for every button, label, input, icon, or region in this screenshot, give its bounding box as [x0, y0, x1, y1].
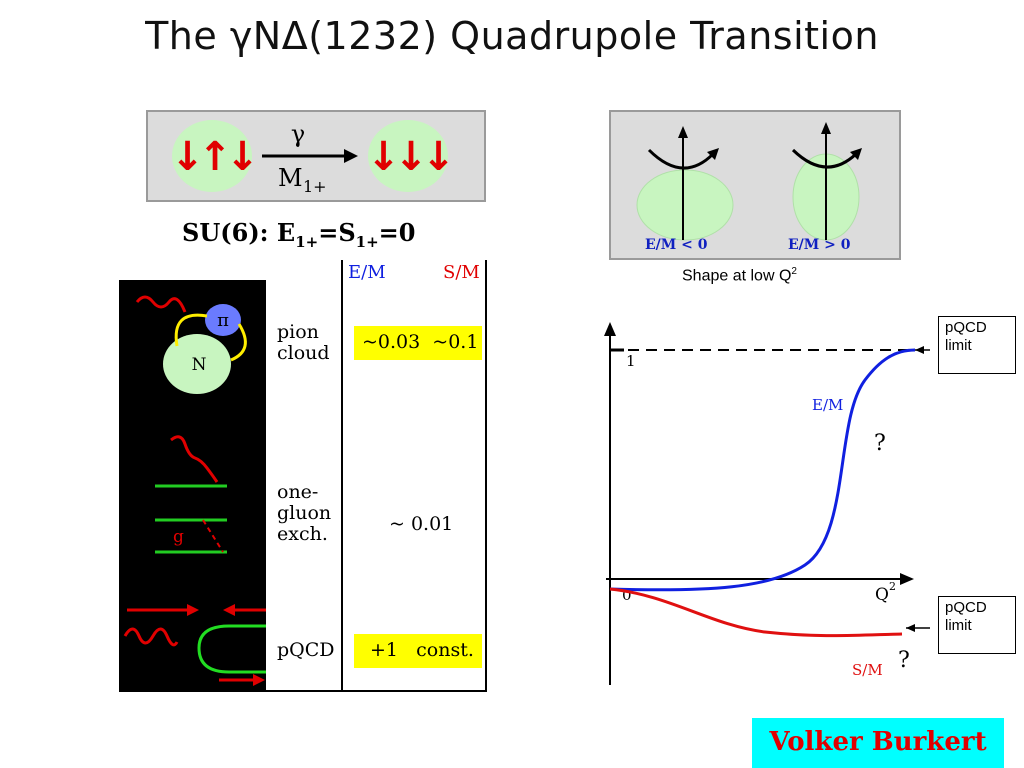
shape-caption-text: Shape at low Q — [682, 267, 792, 285]
su6-suffix: =0 — [378, 218, 416, 247]
su6-statement: SU(6): E1+=S1+=0 — [182, 218, 415, 251]
row-pion-value: ~0.03 ~0.1 — [362, 331, 479, 353]
shape-svg: E/M < 0 E/M > 0 — [636, 122, 862, 253]
row-pqcd-label: pQCD — [277, 639, 335, 661]
row-gluon-line1: one- — [277, 481, 319, 503]
row-gluon-label: one- gluon exch. — [277, 482, 331, 545]
ratio-table: E/M S/M pion cloud ~0.03 ~0.1 one- gluon… — [266, 260, 487, 692]
x-axis-label: Q — [875, 585, 889, 605]
photon-label: γ — [291, 120, 305, 148]
shape-diagram: E/M < 0 E/M > 0 — [609, 110, 901, 260]
right-shape-label: E/M > 0 — [788, 237, 851, 253]
y-axis-head — [604, 322, 616, 336]
su6-sub1: 1+ — [295, 232, 319, 251]
author-badge: Volker Burkert — [752, 718, 1004, 768]
row-gluon-value: ~ 0.01 — [389, 513, 454, 535]
left-rotation-arrow — [647, 148, 715, 170]
em-question: ? — [874, 431, 886, 456]
sm-question: ? — [898, 648, 910, 673]
incoming-arrowhead-2 — [223, 604, 235, 616]
transition-svg: ↓↑↓ ↓↓↓ γ M 1+ — [171, 120, 455, 196]
ratio-plot: 1 0 Q 2 E/M S/M ? ? — [604, 322, 930, 685]
row-pion-line1: pion — [277, 321, 319, 343]
row-pion-label: pion cloud — [277, 322, 330, 364]
nucleon-bubble — [172, 120, 252, 192]
y-tick-label: 1 — [626, 352, 636, 370]
pion-label: π — [217, 310, 229, 331]
pion-line-right — [230, 323, 247, 362]
limit-bottom-line2: limit — [945, 617, 972, 634]
table-divider — [341, 260, 343, 692]
row-pqcd-value: +1 const. — [370, 639, 474, 661]
limit-top-line1: pQCD — [945, 319, 987, 336]
x-axis-head — [900, 573, 914, 585]
row-pion-line2: cloud — [277, 342, 330, 364]
mechanism-diagrams: π N g — [119, 280, 266, 692]
pqcd-limit-box-top: pQCD limit — [938, 316, 1016, 374]
table-border-bottom — [266, 690, 487, 692]
photon-wave-2 — [170, 435, 219, 483]
gluon-label: g — [173, 527, 184, 547]
shape-caption: Shape at low Q2 — [682, 266, 797, 285]
limit-pointer-bottom-head — [906, 624, 915, 632]
left-shape-label: E/M < 0 — [645, 237, 708, 253]
left-axis-head — [678, 126, 688, 138]
shape-caption-sup: 2 — [791, 266, 797, 277]
col-sm-header: S/M — [443, 262, 480, 283]
pion-blob — [205, 304, 241, 336]
quark-loop — [197, 624, 266, 674]
origin-label: 0 — [622, 586, 632, 604]
incoming-arrowhead-1 — [187, 604, 199, 616]
right-rotation-arrow — [791, 148, 858, 169]
sm-curve — [609, 587, 903, 638]
limit-bottom-line1: pQCD — [945, 599, 987, 616]
photon-wave-3 — [123, 627, 179, 647]
oblate-shape — [636, 169, 734, 241]
mechanism-svg: π N g — [123, 295, 266, 686]
pqcd-highlight — [354, 634, 482, 668]
delta-bubble — [368, 120, 448, 192]
delta-spins: ↓↓↓ — [367, 134, 450, 180]
multipole-sub: 1+ — [303, 177, 327, 196]
outgoing-arrowhead — [253, 674, 265, 686]
sm-curve-label: S/M — [852, 661, 883, 679]
table-border-right — [485, 260, 487, 692]
su6-sub2: 1+ — [355, 232, 379, 251]
pqcd-limit-box-bottom: pQCD limit — [938, 596, 1016, 654]
em-curve-label: E/M — [812, 396, 843, 414]
left-rotation-head — [707, 148, 719, 160]
multipole-label: M — [278, 164, 303, 192]
photon-wave-1 — [135, 295, 187, 313]
gluon-line — [202, 519, 224, 553]
row-gluon-line2: gluon — [277, 502, 332, 524]
em-curve — [609, 348, 916, 592]
right-rotation-head — [850, 148, 862, 160]
su6-prefix: SU(6): E — [182, 218, 296, 247]
nucleon-label: N — [192, 355, 207, 375]
nucleon-core — [163, 334, 231, 394]
row-gluon-line3: exch. — [277, 523, 328, 545]
transition-diagram: ↓↑↓ ↓↓↓ γ M 1+ — [146, 110, 486, 202]
pion-highlight — [354, 326, 482, 360]
right-axis-head — [821, 122, 831, 134]
slide-title: The γNΔ(1232) Quadrupole Transition — [145, 14, 879, 58]
nucleon-spins: ↓↑↓ — [171, 134, 254, 180]
limit-top-line2: limit — [945, 337, 972, 354]
su6-mid: =S — [318, 218, 356, 247]
col-em-header: E/M — [348, 262, 386, 283]
pion-line-left — [174, 313, 208, 347]
x-axis-label-sup: 2 — [889, 580, 896, 593]
limit-pointer-top-head — [915, 346, 924, 354]
transition-arrowhead — [344, 149, 358, 163]
